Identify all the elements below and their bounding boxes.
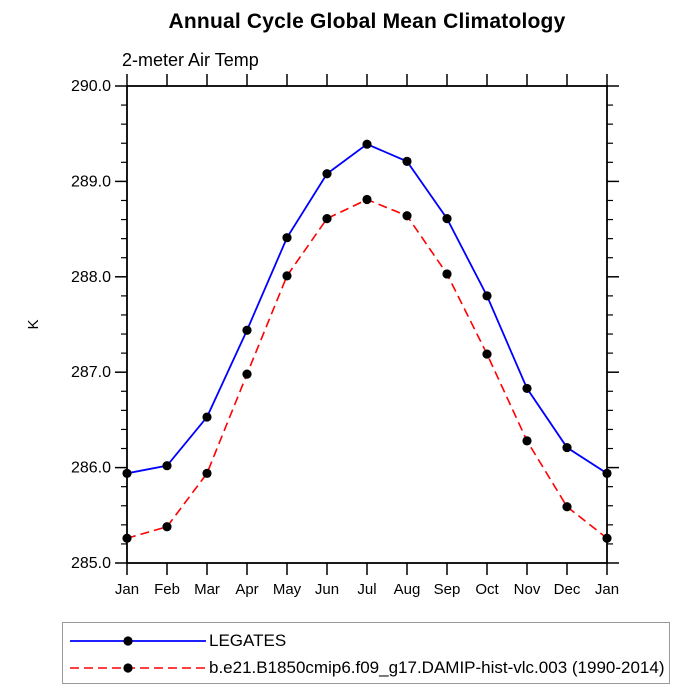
legend-box: LEGATES b.e21.B1850cmip6.f09_g17.DAMIP-h… xyxy=(62,622,670,684)
svg-text:Oct: Oct xyxy=(475,581,499,598)
legend-item-model: b.e21.B1850cmip6.f09_g17.DAMIP-hist-vlc.… xyxy=(68,654,669,681)
svg-text:Dec: Dec xyxy=(554,581,581,598)
legend-marker-dot xyxy=(123,635,133,646)
chart-title: Annual Cycle Global Mean Climatology xyxy=(168,10,566,33)
svg-text:Jul: Jul xyxy=(357,581,376,598)
legend-line-sample-solid xyxy=(70,635,206,646)
svg-text:Jan: Jan xyxy=(595,581,619,598)
legend-label-model: b.e21.B1850cmip6.f09_g17.DAMIP-hist-vlc.… xyxy=(209,657,665,677)
svg-text:Aug: Aug xyxy=(394,581,421,598)
chart-canvas: Jan Feb Mar Apr May Jun Jul Aug Sep Oct Nov Dec Jan2… xyxy=(25,74,619,598)
svg-text:290.0: 290.0 xyxy=(71,78,111,95)
chart-subtitle: 2-meter Air Temp xyxy=(122,50,259,70)
svg-text:Jan: Jan xyxy=(115,581,139,598)
svg-text:Nov: Nov xyxy=(514,581,541,598)
svg-text:289.0: 289.0 xyxy=(71,173,111,190)
svg-text:K: K xyxy=(25,319,42,329)
legend-line-sample-dashed xyxy=(70,662,206,673)
legend-item-legates: LEGATES xyxy=(68,627,669,654)
annual-cycle-line-chart: Jan Feb Mar Apr May Jun Jul Aug Sep Oct Nov Dec Jan 2… xyxy=(25,74,619,598)
svg-text:Sep: Sep xyxy=(434,581,461,598)
svg-text:Jun: Jun xyxy=(315,581,339,598)
svg-text:Mar: Mar xyxy=(194,581,220,598)
legend-label-legates: LEGATES xyxy=(209,630,287,650)
svg-text:Feb: Feb xyxy=(154,581,180,598)
svg-text:Apr: Apr xyxy=(235,581,258,598)
svg-text:288.0: 288.0 xyxy=(71,269,111,286)
svg-text:286.0: 286.0 xyxy=(71,460,111,477)
svg-text:285.0: 285.0 xyxy=(71,555,111,572)
svg-text:287.0: 287.0 xyxy=(71,364,111,381)
legend-marker-dot xyxy=(123,662,133,673)
svg-text:May: May xyxy=(273,581,302,598)
